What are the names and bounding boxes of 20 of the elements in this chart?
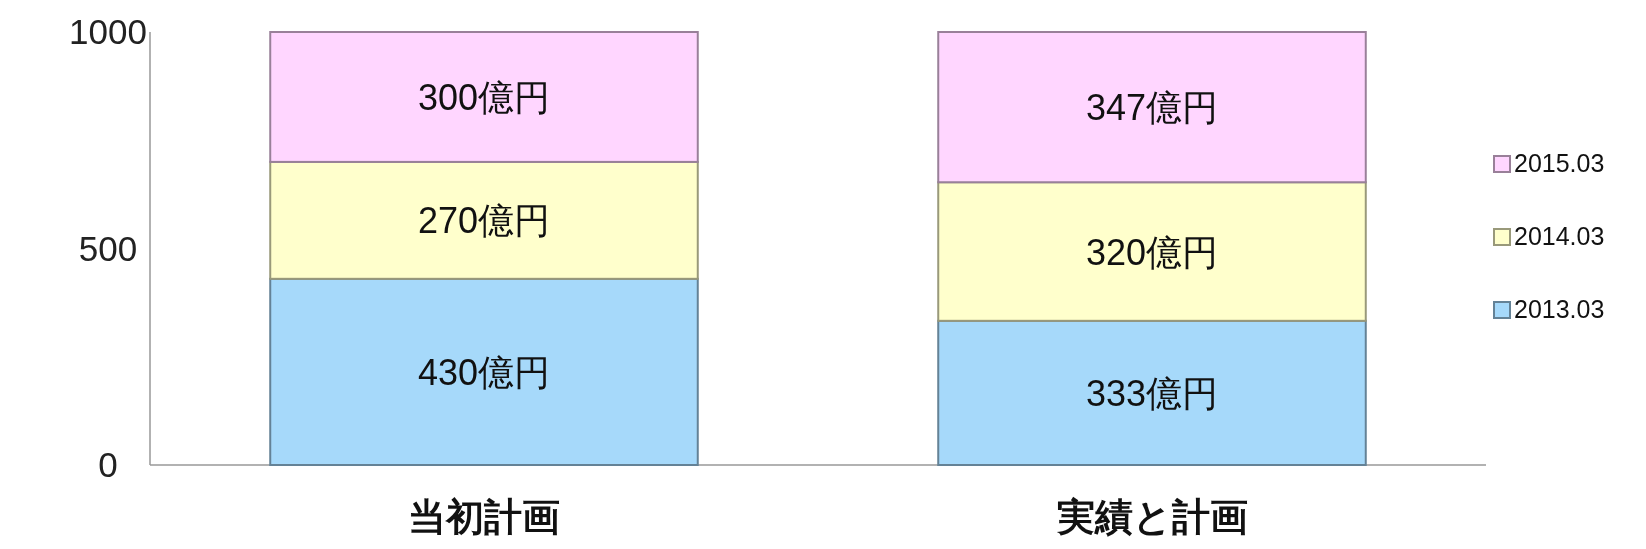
- bar: [269, 31, 699, 163]
- y-tick-label: 0: [98, 445, 118, 484]
- data-label: 300億円: [417, 76, 551, 118]
- data-label: 320億円: [1085, 231, 1219, 273]
- data-label: 347億円: [1085, 87, 1219, 129]
- bar: [269, 160, 699, 280]
- x-tick-label: 当初計画: [408, 496, 560, 538]
- x-tick-label: 実績と計画: [1055, 496, 1248, 538]
- legend-label: 2015.03: [1514, 149, 1605, 177]
- data-label: 333億円: [1085, 372, 1219, 414]
- legend-label: 2014.03: [1514, 222, 1605, 250]
- y-tick-label: 1000: [69, 12, 147, 51]
- bar: [937, 31, 1367, 184]
- y-tick-label: 500: [78, 228, 138, 268]
- data-label: 270億円: [417, 200, 551, 242]
- legend-label: 2013.03: [1514, 295, 1605, 323]
- bar: [937, 319, 1367, 466]
- bar: [937, 181, 1367, 322]
- data-label: 430億円: [417, 351, 551, 393]
- bar: [269, 277, 699, 466]
